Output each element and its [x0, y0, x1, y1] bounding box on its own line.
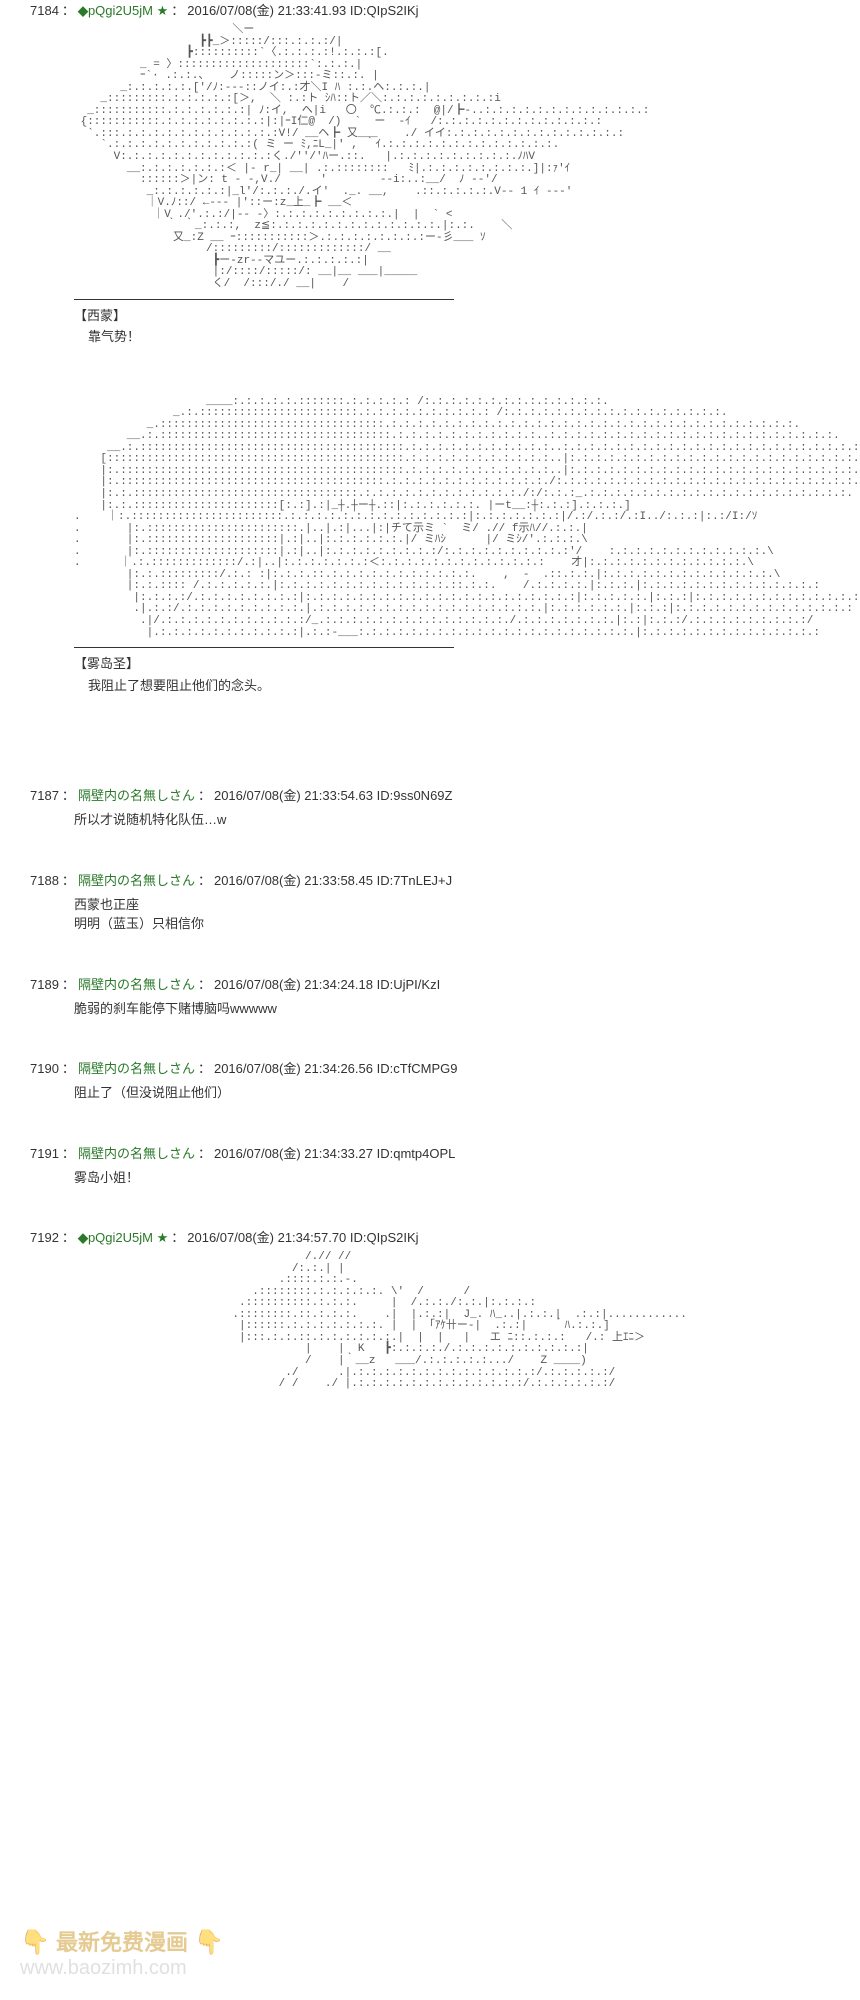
post-text-line: 明明（蓝玉）只相信你: [74, 914, 860, 934]
art-divider: [74, 299, 454, 300]
post-number: 7188: [30, 873, 59, 888]
post-date: 2016/07/08(金) 21:34:24.18: [214, 977, 373, 992]
post-date: 2016/07/08(金) 21:34:33.27: [214, 1146, 373, 1161]
post-id: ID:cTfCMPG9: [377, 1061, 458, 1076]
post-header: 7187：隔壁内の名無しさん：2016/07/08(金) 21:33:54.63…: [30, 785, 860, 804]
trip-code[interactable]: pQgi2U5jM: [88, 3, 153, 18]
post-number: 7187: [30, 788, 59, 803]
post-body: 阻止了（但没说阻止他们）: [30, 1083, 860, 1103]
forum-post: 7192：◆pQgi2U5jM ★：2016/07/08(金) 21:34:57…: [0, 1227, 860, 1391]
post-header: 7189：隔壁内の名無しさん：2016/07/08(金) 21:34:24.18…: [30, 974, 860, 993]
trip-diamond-icon: ◆: [78, 3, 88, 18]
post-text-line: 雾岛小姐！: [74, 1168, 860, 1188]
watermark: 👇 最新免费漫画 👇 www.baozimh.com: [20, 1925, 224, 1980]
post-body: ＼ー ┣┣_＞:::::/:::.:.:.:/| ┣::::::::::`〈.:…: [30, 25, 860, 745]
post-id: ID:QIpS2IKj: [350, 1230, 419, 1245]
post-header: 7192：◆pQgi2U5jM ★：2016/07/08(金) 21:34:57…: [30, 1227, 860, 1246]
post-text-line: 阻止了（但没说阻止他们）: [74, 1083, 860, 1103]
pointing-icon: 👇: [20, 1929, 50, 1956]
forum-post: 7190：隔壁内の名無しさん：2016/07/08(金) 21:34:26.56…: [0, 1058, 860, 1103]
trip-star-icon: ★: [157, 3, 169, 18]
post-header: 7191：隔壁内の名無しさん：2016/07/08(金) 21:34:33.27…: [30, 1143, 860, 1162]
pointing-icon: 👇: [194, 1929, 224, 1956]
character-name: 【西蒙】: [74, 306, 860, 326]
trip-code[interactable]: pQgi2U5jM: [88, 1230, 153, 1245]
ascii-art: ____:.:.:.:.:.:::::::.:.:.:.:.: /:.:.:.:…: [74, 397, 860, 639]
post-body: 所以才说随机特化队伍…w: [30, 810, 860, 830]
watermark-url: www.baozimh.com: [20, 1957, 224, 1980]
post-header: 7184：◆pQgi2U5jM ★：2016/07/08(金) 21:33:41…: [30, 0, 860, 19]
dialogue-line: 我阻止了想要阻止他们的念头。: [74, 676, 860, 696]
poster-name: 隔壁内の名無しさん: [78, 1146, 195, 1161]
post-text-line: 脆弱的刹车能停下赌博脑吗wwwww: [74, 999, 860, 1019]
post-body: 雾岛小姐！: [30, 1168, 860, 1188]
trip-diamond-icon: ◆: [78, 1230, 88, 1245]
post-body: 脆弱的刹车能停下赌博脑吗wwwww: [30, 999, 860, 1019]
post-body: 西蒙也正座明明（蓝玉）只相信你: [30, 895, 860, 934]
ascii-art: /.// // /:.:.| | .::::.:.:.-. .::::::::.…: [74, 1252, 860, 1391]
post-number: 7192: [30, 1230, 59, 1245]
post-date: 2016/07/08(金) 21:33:58.45: [214, 873, 373, 888]
post-text-line: 所以才说随机特化队伍…w: [74, 810, 860, 830]
post-number: 7189: [30, 977, 59, 992]
post-text-line: 西蒙也正座: [74, 895, 860, 915]
post-id: ID:QIpS2IKj: [350, 3, 419, 18]
post-date: 2016/07/08(金) 21:33:41.93: [187, 3, 346, 18]
trip-star-icon: ★: [157, 1230, 169, 1245]
poster-name: 隔壁内の名無しさん: [78, 788, 195, 803]
forum-post: 7189：隔壁内の名無しさん：2016/07/08(金) 21:34:24.18…: [0, 974, 860, 1019]
post-header: 7188：隔壁内の名無しさん：2016/07/08(金) 21:33:58.45…: [30, 870, 860, 889]
forum-post: 7184：◆pQgi2U5jM ★：2016/07/08(金) 21:33:41…: [0, 0, 860, 745]
post-date: 2016/07/08(金) 21:33:54.63: [214, 788, 373, 803]
post-number: 7190: [30, 1061, 59, 1076]
post-date: 2016/07/08(金) 21:34:57.70: [187, 1230, 346, 1245]
post-id: ID:7TnLEJ+J: [377, 873, 453, 888]
post-number: 7184: [30, 3, 59, 18]
forum-post: 7191：隔壁内の名無しさん：2016/07/08(金) 21:34:33.27…: [0, 1143, 860, 1188]
post-id: ID:qmtp4OPL: [377, 1146, 456, 1161]
poster-name: 隔壁内の名無しさん: [78, 977, 195, 992]
poster-name: 隔壁内の名無しさん: [78, 873, 195, 888]
character-name: 【雾岛圣】: [74, 654, 860, 674]
forum-post: 7187：隔壁内の名無しさん：2016/07/08(金) 21:33:54.63…: [0, 785, 860, 830]
watermark-text-1: 最新免费漫画: [56, 1930, 188, 1955]
thread-container: 7184：◆pQgi2U5jM ★：2016/07/08(金) 21:33:41…: [0, 0, 860, 1391]
post-number: 7191: [30, 1146, 59, 1161]
forum-post: 7188：隔壁内の名無しさん：2016/07/08(金) 21:33:58.45…: [0, 870, 860, 934]
poster-name: 隔壁内の名無しさん: [78, 1061, 195, 1076]
ascii-art: ＼ー ┣┣_＞:::::/:::.:.:.:/| ┣::::::::::`〈.:…: [74, 25, 860, 291]
art-divider: [74, 647, 454, 648]
post-id: ID:9ss0N69Z: [377, 788, 453, 803]
post-body: /.// // /:.:.| | .::::.:.:.-. .::::::::.…: [30, 1252, 860, 1391]
dialogue-line: 靠气势！: [74, 327, 860, 347]
post-header: 7190：隔壁内の名無しさん：2016/07/08(金) 21:34:26.56…: [30, 1058, 860, 1077]
post-id: ID:UjPI/KzI: [377, 977, 441, 992]
post-date: 2016/07/08(金) 21:34:26.56: [214, 1061, 373, 1076]
